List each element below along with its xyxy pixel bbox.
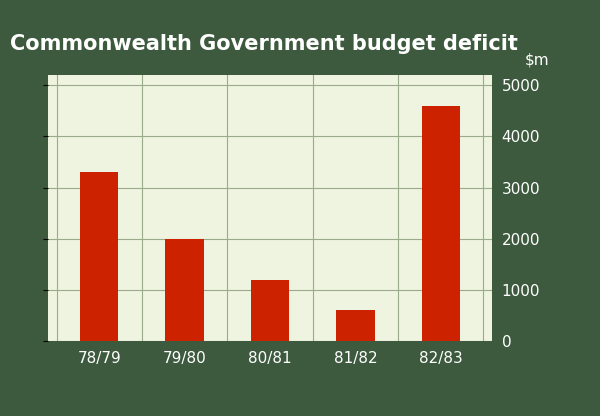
Bar	[336, 310, 374, 341]
Bar	[422, 106, 460, 341]
Bar	[251, 280, 289, 341]
Bar	[80, 172, 118, 341]
Text: $m: $m	[525, 53, 550, 68]
Bar	[166, 239, 204, 341]
Text: Commonwealth Government budget deficit: Commonwealth Government budget deficit	[10, 34, 518, 54]
